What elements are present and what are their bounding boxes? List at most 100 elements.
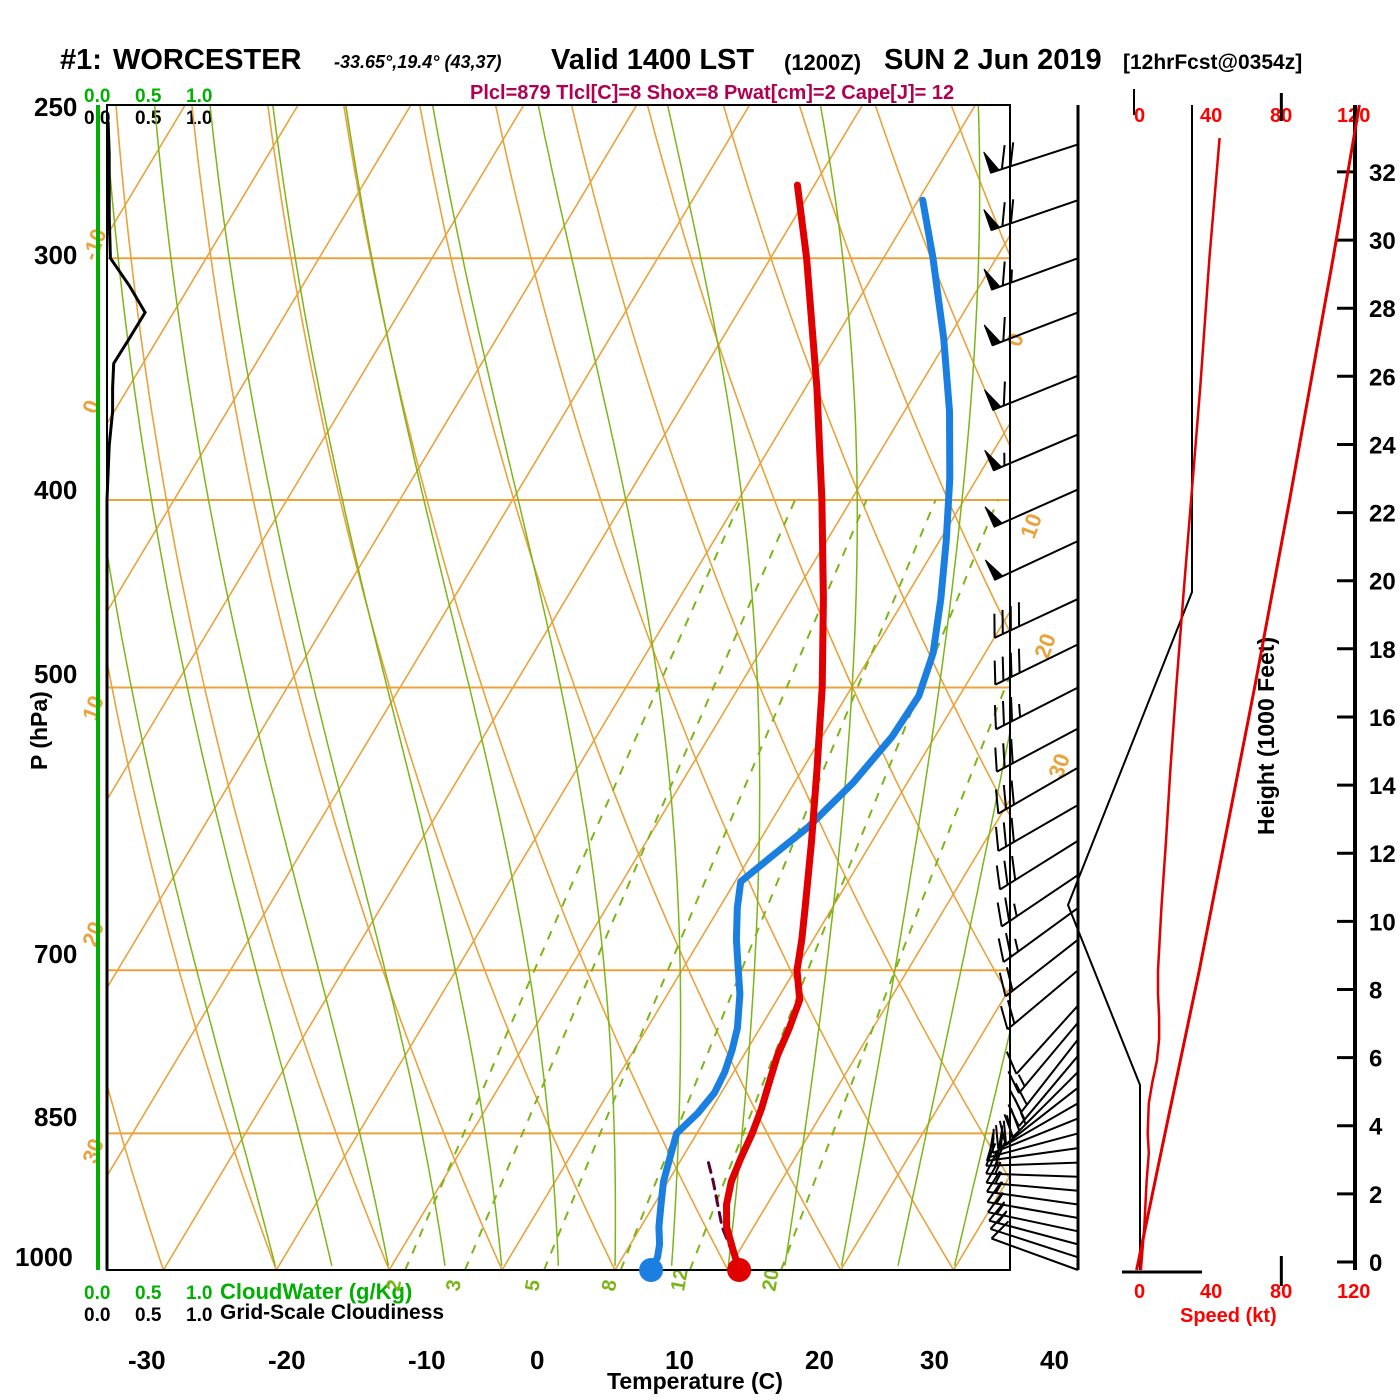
wind-barb: [983, 257, 1079, 291]
temperature-trace: [723, 181, 827, 1270]
cloudwater-axis-label: CloudWater (g/Kg): [220, 1279, 413, 1304]
wind-barb: [997, 907, 1079, 963]
dewpoint-trace: [647, 196, 954, 1270]
mixing-ratio-8: [619, 499, 937, 1270]
temperature-tick--20: -20: [268, 1345, 306, 1375]
speed-axis-label: Speed (kt): [1180, 1305, 1277, 1327]
cloudiness-trace: [105, 121, 147, 1270]
wind-barb: [984, 433, 1079, 472]
wind-barb: [995, 766, 1079, 815]
page-title-station-name: WORCESTER: [113, 44, 302, 76]
speed-tick-bottom-3: 120: [1337, 1281, 1371, 1303]
wind-barb: [993, 686, 1079, 731]
cloudwater-tick-top-1: 0.5: [135, 86, 162, 107]
height-tick-16: 16: [1369, 705, 1396, 732]
wind-barb: [984, 374, 1079, 412]
isotherm--60: [107, 105, 525, 802]
wind-barb: [983, 199, 1079, 232]
wind-barb: [994, 727, 1079, 773]
dry-adiabat-label-left-10: 10: [77, 692, 109, 724]
wind-barb: [993, 643, 1079, 686]
moist-adiabat--5: [209, 105, 446, 1266]
speed-tick-bottom-0: 0: [1134, 1281, 1146, 1303]
dry-adiabat-label-right-30: 30: [1043, 750, 1075, 782]
wind-barb: [989, 1210, 1079, 1259]
mixing-ratio-12: [688, 499, 999, 1270]
height-tick-22: 22: [1369, 501, 1396, 528]
wind-barb: [984, 540, 1079, 581]
wind-barb: [998, 938, 1079, 998]
dry-adiabat-90: [874, 105, 1010, 449]
height-tick-6: 6: [1369, 1046, 1382, 1073]
height-curve: [1135, 104, 1361, 1271]
wind-barb: [995, 1102, 1079, 1151]
dry-adiabat-label-left-30: 30: [77, 1135, 109, 1167]
pressure-tick-500: 500: [34, 659, 78, 689]
dry-adiabat-30: [418, 105, 842, 1270]
wind-barb: [995, 839, 1079, 891]
isotherm--50: [107, 105, 638, 990]
temperature-tick--10: -10: [408, 1345, 446, 1375]
moist-adiabat-55: [1124, 71, 1400, 1266]
skewt-gridlines: [0, 71, 1400, 1270]
height-tick-2: 2: [1369, 1182, 1382, 1209]
dry-adiabat-0: [191, 105, 503, 1270]
cloudiness-axis-label: Grid-Scale Cloudiness: [220, 1301, 445, 1324]
moist-adiabat-35: [897, 728, 1010, 1266]
mixing-ratio-label-2: 2: [382, 1278, 406, 1293]
isotherm-10: [614, 610, 1010, 1270]
wind-barb: [993, 598, 1079, 639]
wind-barb: [1000, 969, 1079, 1031]
dry-adiabat--20: [107, 657, 278, 1270]
surface-dewpoint-dot: [639, 1258, 664, 1282]
dry-adiabat--40: [0, 105, 51, 1270]
isotherm--10: [388, 233, 1010, 1270]
height-tick-24: 24: [1369, 432, 1396, 459]
dry-adiabat--10: [115, 105, 390, 1270]
pressure-tick-850: 850: [34, 1102, 78, 1132]
moist-adiabat-60: [1181, 71, 1400, 1266]
isotherm--20: [275, 105, 976, 1270]
cloudiness-tick-bottom-0: 0.0: [84, 1305, 111, 1326]
dry-adiabat-60: [646, 105, 1010, 1000]
wind-barb: [988, 1201, 1079, 1246]
moist-adiabat-40: [953, 1028, 1010, 1266]
height-tick-20: 20: [1369, 569, 1396, 596]
page-title-forecast: [12hrFcst@0354z]: [1123, 51, 1303, 74]
moist-adiabat-25: [784, 105, 859, 1266]
height-tick-28: 28: [1369, 296, 1396, 323]
mixing-ratio-3: [464, 499, 796, 1270]
moist-adiabat-10: [431, 105, 617, 1266]
temperature-axis-label: Temperature (C): [607, 1368, 783, 1394]
isotherm-50: [1066, 105, 1400, 1270]
cloudiness-tick-bottom-2: 1.0: [186, 1305, 213, 1326]
height-tick-26: 26: [1369, 364, 1396, 391]
mixing-ratio-5: [543, 499, 868, 1270]
pressure-tick-300: 300: [34, 240, 78, 270]
wind-speed-curve: [1139, 137, 1221, 1271]
dry-adiabat-label-right-20: 20: [1029, 630, 1061, 662]
temperature-tick-30: 30: [920, 1345, 949, 1375]
wind-barb: [1003, 1071, 1079, 1138]
height-tick-4: 4: [1369, 1114, 1383, 1141]
speed-tick-top-1: 40: [1200, 105, 1223, 127]
dry-adiabat-label-left-20: 20: [77, 918, 109, 950]
speed-tick-top-0: 0: [1134, 105, 1146, 127]
temperature-tick--30: -30: [128, 1345, 166, 1375]
page-title-date: SUN 2 Jun 2019: [884, 44, 1102, 76]
page-title-station-id: #1:: [60, 44, 102, 76]
temperature-tick-0: 0: [530, 1345, 545, 1375]
wind-barb: [1009, 1038, 1079, 1113]
moist-adiabat--20: [107, 548, 276, 1266]
temperature-tick-10: 10: [665, 1345, 694, 1375]
moist-adiabat-50: [1068, 71, 1400, 1266]
pressure-tick-700: 700: [34, 939, 78, 969]
stability-indices: Plcl=879 Tlcl[C]=8 Shox=8 Pwat[cm]=2 Cap…: [470, 82, 955, 104]
height-tick-0: 0: [1369, 1250, 1382, 1277]
height-tick-14: 14: [1369, 773, 1396, 800]
moist-adiabat-20: [666, 105, 761, 1266]
isotherm--100: [0, 105, 72, 1270]
